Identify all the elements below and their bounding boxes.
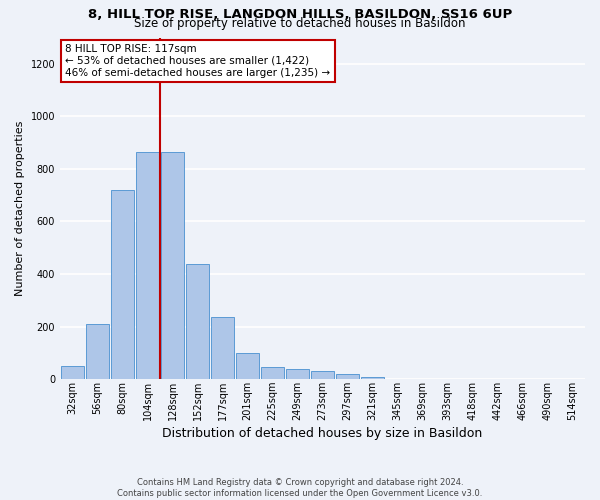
Bar bbox=[236, 353, 259, 379]
Bar bbox=[286, 368, 310, 379]
Bar bbox=[86, 324, 109, 379]
Text: Size of property relative to detached houses in Basildon: Size of property relative to detached ho… bbox=[134, 18, 466, 30]
Y-axis label: Number of detached properties: Number of detached properties bbox=[15, 120, 25, 296]
Text: 8, HILL TOP RISE, LANGDON HILLS, BASILDON, SS16 6UP: 8, HILL TOP RISE, LANGDON HILLS, BASILDO… bbox=[88, 8, 512, 20]
Bar bbox=[110, 190, 134, 379]
Text: 8 HILL TOP RISE: 117sqm
← 53% of detached houses are smaller (1,422)
46% of semi: 8 HILL TOP RISE: 117sqm ← 53% of detache… bbox=[65, 44, 331, 78]
Text: Contains HM Land Registry data © Crown copyright and database right 2024.
Contai: Contains HM Land Registry data © Crown c… bbox=[118, 478, 482, 498]
Bar bbox=[311, 372, 334, 379]
Bar bbox=[260, 368, 284, 379]
X-axis label: Distribution of detached houses by size in Basildon: Distribution of detached houses by size … bbox=[163, 427, 482, 440]
Bar bbox=[161, 152, 184, 379]
Bar bbox=[185, 264, 209, 379]
Bar bbox=[361, 376, 385, 379]
Bar bbox=[136, 152, 160, 379]
Bar bbox=[211, 318, 235, 379]
Bar bbox=[335, 374, 359, 379]
Bar bbox=[61, 366, 85, 379]
